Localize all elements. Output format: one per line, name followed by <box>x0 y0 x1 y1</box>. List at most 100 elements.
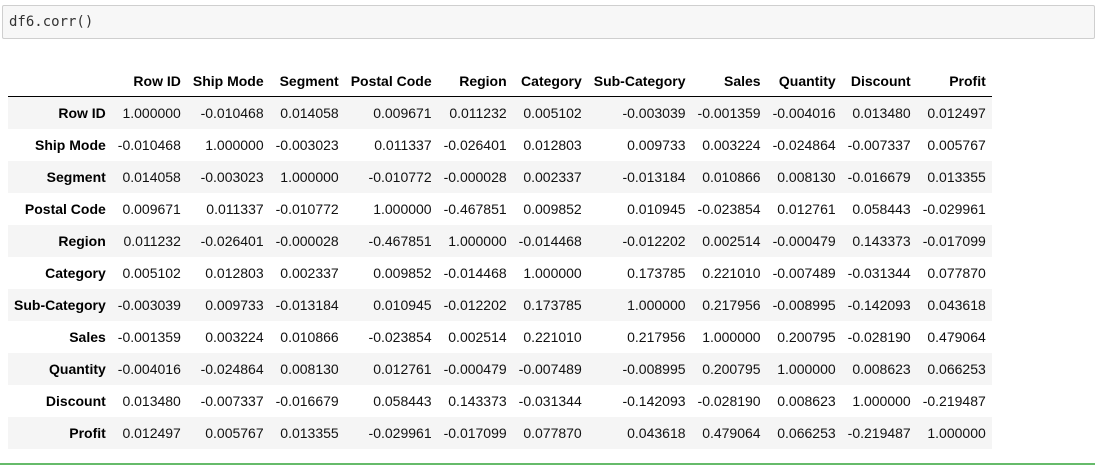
table-cell: -0.010468 <box>200 105 264 121</box>
table-cell: -0.014468 <box>518 233 582 249</box>
table-row: Segment 0.014058 -0.003023 1.000000 -0.01077… <box>8 161 992 193</box>
row-label: Profit <box>69 425 106 441</box>
table-cell: -0.010772 <box>275 201 339 217</box>
table-cell: 0.013355 <box>280 425 339 441</box>
table-cell: 0.077870 <box>927 265 986 281</box>
row-label: Ship Mode <box>35 137 106 153</box>
table-cell: -0.007337 <box>200 393 264 409</box>
table-cell: 0.013480 <box>852 105 911 121</box>
table-row: Sales -0.001359 0.003224 0.010866 -0.023854 0… <box>8 321 992 353</box>
table-cell: -0.023854 <box>368 329 432 345</box>
table-cell: -0.013184 <box>622 169 686 185</box>
table-cell: -0.007337 <box>847 137 911 153</box>
table-cell: -0.014468 <box>443 265 507 281</box>
table-cell: -0.004016 <box>117 361 181 377</box>
table-cell: -0.219487 <box>922 393 986 409</box>
column-header: Category <box>512 65 588 97</box>
table-header: Row ID Ship Mode Segment Postal Code Region C… <box>8 65 992 97</box>
table-cell: 0.003224 <box>702 137 761 153</box>
table-cell: -0.016679 <box>847 169 911 185</box>
table-cell: -0.003039 <box>117 297 181 313</box>
table-cell: 0.221010 <box>523 329 582 345</box>
table-cell: 0.012497 <box>927 105 986 121</box>
table-cell: 0.008623 <box>852 361 911 377</box>
table-cell: -0.003023 <box>200 169 264 185</box>
table-cell: 0.010945 <box>373 297 432 313</box>
table-cell: 0.012761 <box>373 361 432 377</box>
table-cell: -0.000028 <box>443 169 507 185</box>
table-cell: 0.005102 <box>523 105 582 121</box>
row-label: Category <box>45 265 106 281</box>
table-cell: 0.013355 <box>927 169 986 185</box>
table-cell: 1.000000 <box>927 425 986 441</box>
table-cell: 0.003224 <box>205 329 264 345</box>
table-cell: -0.024864 <box>200 361 264 377</box>
table-cell: -0.012202 <box>443 297 507 313</box>
table-row: Sub-Category -0.003039 0.009733 -0.013184 0.… <box>8 289 992 321</box>
table-cell: -0.031344 <box>518 393 582 409</box>
row-label: Segment <box>46 169 106 185</box>
table-cell: -0.007489 <box>772 265 836 281</box>
table-cell: 0.143373 <box>448 393 507 409</box>
table-row: Row ID 1.000000 -0.010468 0.014058 0.009671 0… <box>8 96 992 129</box>
table-cell: -0.001359 <box>697 105 761 121</box>
table-cell: 0.217956 <box>702 297 761 313</box>
table-cell: -0.024864 <box>772 137 836 153</box>
row-label: Region <box>58 233 106 249</box>
table-cell: 0.043618 <box>627 425 686 441</box>
table-cell: -0.010468 <box>117 137 181 153</box>
table-row: Region 0.011232 -0.026401 -0.000028 -0.46785… <box>8 225 992 257</box>
table-cell: 0.012803 <box>523 137 582 153</box>
table-row: Postal Code 0.009671 0.011337 -0.010772 1.00… <box>8 193 992 225</box>
table-cell: 0.011337 <box>374 137 432 153</box>
table-cell: 0.200795 <box>777 329 836 345</box>
correlation-table: Row ID Ship Mode Segment Postal Code Region C… <box>8 65 992 449</box>
table-cell: -0.010772 <box>368 169 432 185</box>
table-cell: -0.017099 <box>922 233 986 249</box>
table-cell: 0.005767 <box>205 425 264 441</box>
table-cell: 0.002514 <box>702 233 761 249</box>
table-cell: -0.000028 <box>275 233 339 249</box>
table-cell: -0.000479 <box>443 361 507 377</box>
table-cell: 0.010945 <box>627 201 686 217</box>
table-cell: 0.012761 <box>777 201 836 217</box>
table-cell: 0.009733 <box>205 297 264 313</box>
table-row: Quantity -0.004016 -0.024864 0.008130 0.0127… <box>8 353 992 385</box>
table-cell: 0.200795 <box>702 361 761 377</box>
code-text[interactable]: df6.corr() <box>9 14 94 30</box>
row-label: Row ID <box>58 105 106 121</box>
table-cell: 0.009852 <box>523 201 582 217</box>
table-cell: 0.043618 <box>927 297 986 313</box>
table-cell: 1.000000 <box>523 265 582 281</box>
table-cell: -0.007489 <box>518 361 582 377</box>
table-cell: 0.014058 <box>280 105 339 121</box>
row-label: Sales <box>69 329 106 345</box>
table-cell: 0.002337 <box>280 265 339 281</box>
column-header: Quantity <box>766 65 842 97</box>
row-label: Sub-Category <box>14 297 106 313</box>
table-cell: 0.173785 <box>523 297 582 313</box>
column-header: Postal Code <box>344 65 438 97</box>
table-cell: -0.008995 <box>772 297 836 313</box>
header-row: Row ID Ship Mode Segment Postal Code Region C… <box>8 65 992 97</box>
table-cell: -0.031344 <box>847 265 911 281</box>
table-cell: -0.467851 <box>443 201 507 217</box>
code-input-cell[interactable]: df6.corr() <box>2 5 1095 39</box>
table-cell: -0.023854 <box>697 201 761 217</box>
table-cell: 0.008130 <box>280 361 339 377</box>
table-cell: 0.009733 <box>627 137 686 153</box>
row-label: Postal Code <box>24 201 106 217</box>
table-cell: 0.010866 <box>702 169 761 185</box>
table-cell: 0.011232 <box>449 105 507 121</box>
table-cell: 0.058443 <box>373 393 432 409</box>
table-cell: -0.026401 <box>200 233 264 249</box>
cell-border-bottom <box>0 463 1095 465</box>
table-cell: -0.219487 <box>847 425 911 441</box>
table-cell: 0.002337 <box>523 169 582 185</box>
table-cell: -0.142093 <box>622 393 686 409</box>
table-cell: 0.066253 <box>927 361 986 377</box>
table-cell: -0.012202 <box>622 233 686 249</box>
table-cell: 0.013480 <box>122 393 181 409</box>
column-header: Segment <box>269 65 345 97</box>
table-row: Discount 0.013480 -0.007337 -0.016679 0.0584… <box>8 385 992 417</box>
